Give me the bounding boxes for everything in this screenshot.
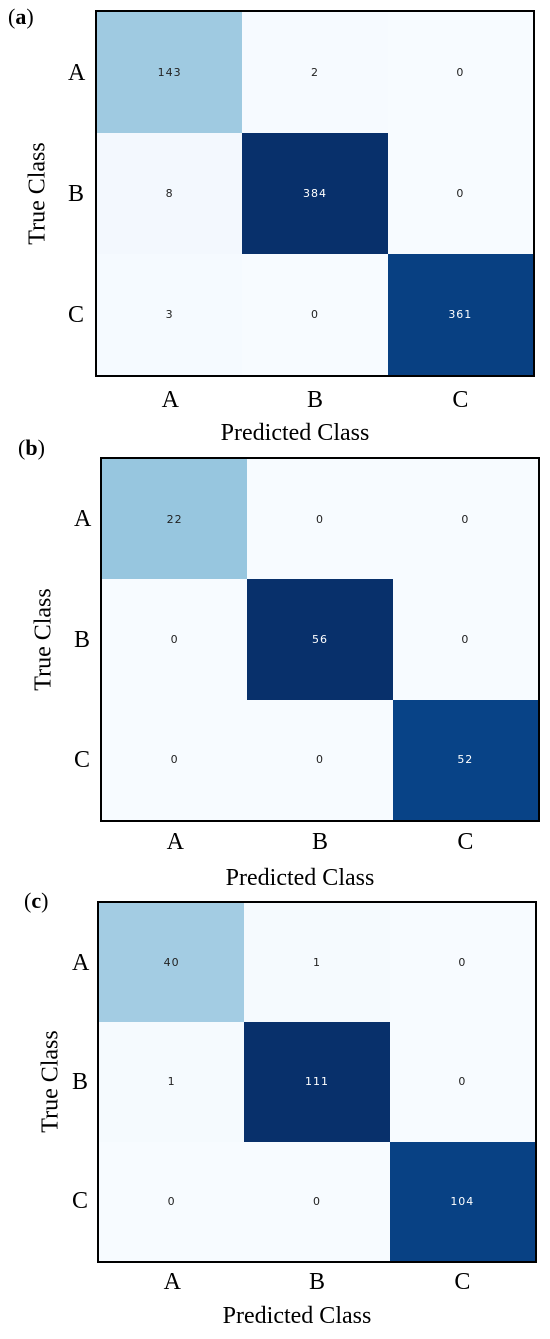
- y-tick-label: A: [68, 59, 86, 86]
- y-axis-label: True Class: [37, 1030, 64, 1133]
- matrix-cell: 0: [244, 1141, 390, 1261]
- matrix-cell: 143: [97, 12, 243, 133]
- matrix-cell: 0: [247, 459, 393, 580]
- matrix-cell: 22: [102, 459, 248, 580]
- y-tick-label: C: [74, 746, 91, 773]
- x-axis-label: Predicted Class: [220, 420, 370, 446]
- matrix-cell: 0: [242, 254, 388, 375]
- matrix-cell: 384: [242, 133, 388, 254]
- matrix-cell: 40: [99, 903, 245, 1023]
- x-tick-label: A: [161, 387, 179, 413]
- matrix-cell: 0: [389, 903, 535, 1023]
- matrix-cell: 0: [387, 133, 533, 254]
- y-axis-label: True Class: [30, 587, 57, 691]
- x-tick-label: B: [307, 387, 324, 413]
- matrix-cell: 3: [97, 254, 243, 375]
- y-tick-label: C: [72, 1188, 89, 1215]
- y-tick-label: B: [74, 626, 91, 653]
- x-tick-label: C: [454, 1269, 471, 1295]
- matrix-cell: 0: [102, 699, 248, 820]
- x-tick-label: A: [166, 829, 184, 855]
- matrix-cell: 0: [99, 1141, 245, 1261]
- matrix-cell: 111: [244, 1022, 390, 1142]
- y-tick-label: A: [74, 506, 92, 533]
- x-axis-label: Predicted Class: [222, 1303, 372, 1329]
- panel-label: (b): [18, 435, 45, 460]
- matrix-cell: 0: [392, 579, 538, 700]
- matrix-cell: 0: [392, 459, 538, 580]
- matrix-cell: 361: [387, 254, 533, 375]
- matrix-cell: 0: [389, 1022, 535, 1142]
- y-tick-label: A: [72, 949, 90, 976]
- x-axis-label: Predicted Class: [225, 865, 375, 891]
- y-tick-label: B: [68, 180, 85, 207]
- matrix-cell: 0: [247, 699, 393, 820]
- matrix-grid: 22 0 0 0 56 0 0 0 52: [100, 457, 540, 822]
- x-tick-label: C: [452, 387, 469, 413]
- matrix-cell: 1: [99, 1022, 245, 1142]
- matrix-cell: 0: [387, 12, 533, 133]
- matrix-grid: 40 1 0 1 111 0 0 0 104: [97, 901, 537, 1263]
- x-tick-label: C: [457, 829, 474, 855]
- matrix-cell: 8: [97, 133, 243, 254]
- y-tick-label: B: [72, 1069, 89, 1095]
- panel-label: (a): [8, 4, 34, 29]
- matrix-cell: 56: [247, 579, 393, 700]
- matrix-cell: 52: [392, 699, 538, 820]
- x-tick-label: A: [163, 1269, 181, 1295]
- matrix-grid: 143 2 0 8 384 0 3 0 361: [95, 10, 535, 377]
- y-axis-label: True Class: [24, 141, 51, 245]
- y-tick-label: C: [68, 301, 85, 328]
- matrix-cell: 0: [102, 579, 248, 700]
- panel-label: (c): [24, 888, 49, 913]
- x-tick-label: B: [309, 1269, 326, 1295]
- matrix-cell: 104: [389, 1141, 535, 1261]
- matrix-cell: 1: [244, 903, 390, 1023]
- matrix-cell: 2: [242, 12, 388, 133]
- x-tick-label: B: [312, 829, 329, 855]
